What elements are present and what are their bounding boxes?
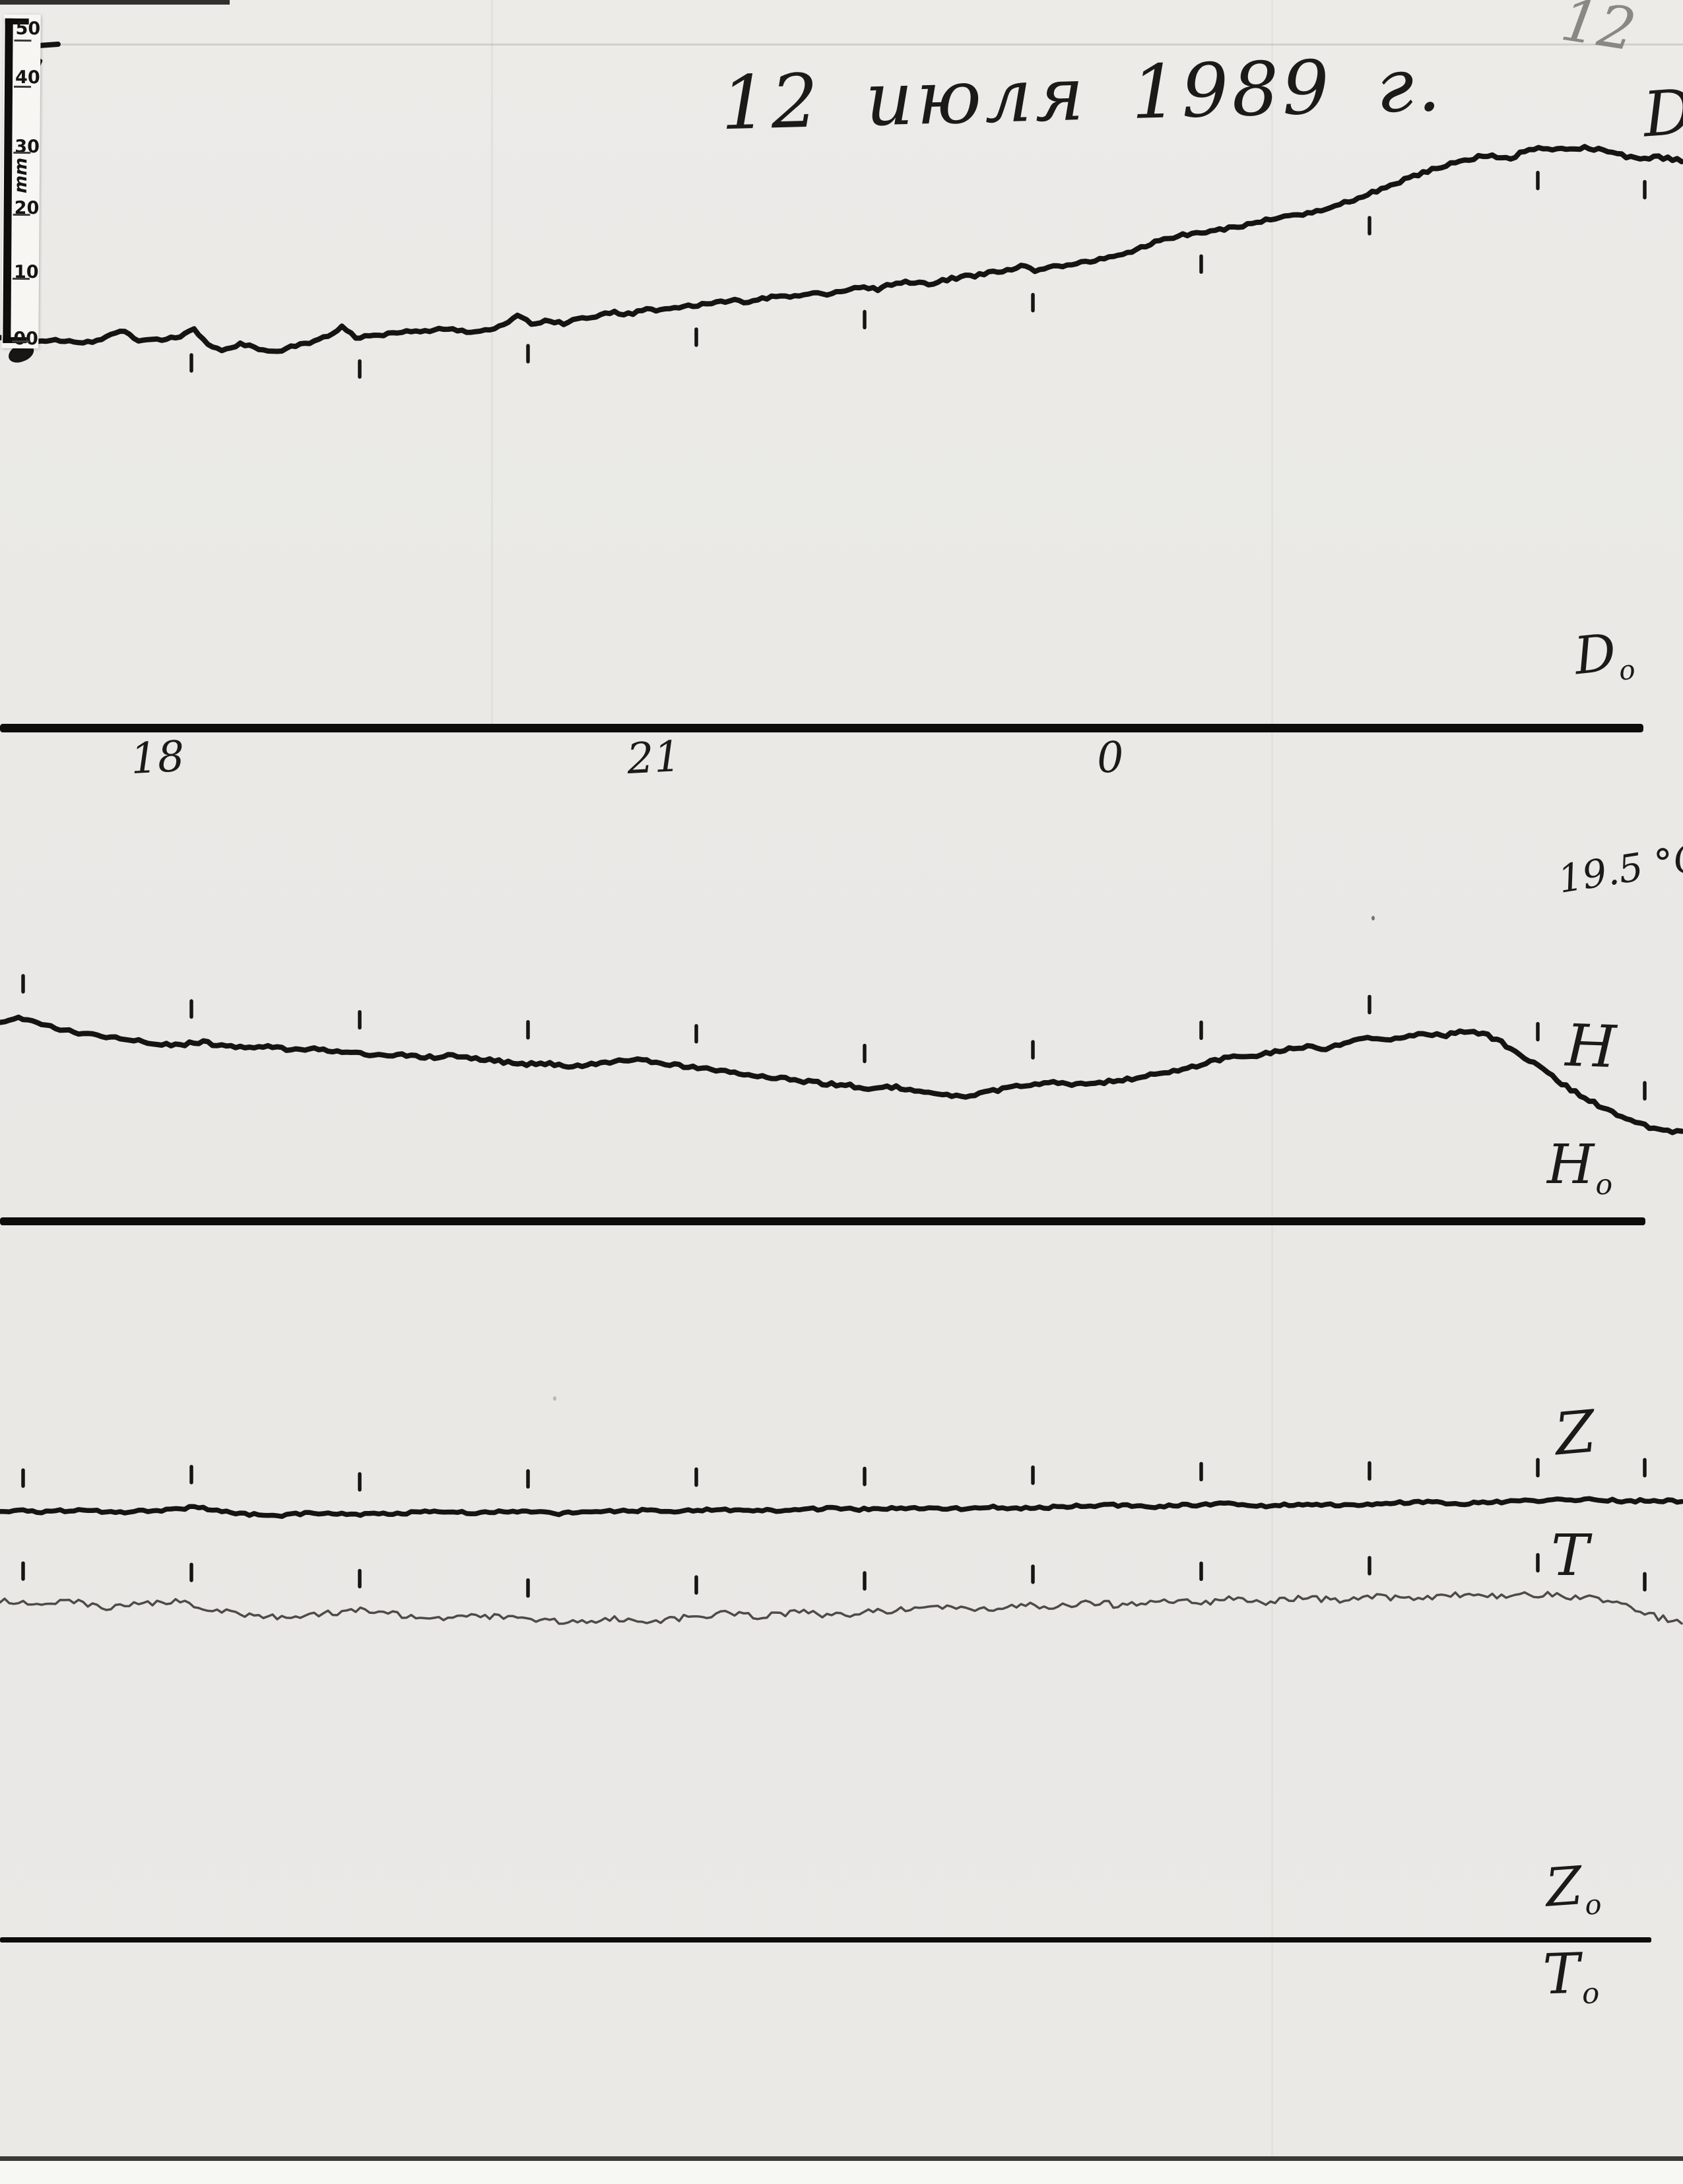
scanner-background-strip xyxy=(0,2161,1683,2184)
trace-z xyxy=(0,1496,1683,1520)
ruler-tick xyxy=(13,85,32,88)
trace-label-t0: To xyxy=(1542,1941,1600,2012)
trace-label-main: Z xyxy=(1543,1855,1585,1919)
trace-h xyxy=(0,1014,1683,1136)
trace-label-d0: Do xyxy=(1571,622,1637,691)
trace-label-main: T xyxy=(1542,1941,1581,2007)
trace-label-h: H xyxy=(1564,1012,1617,1081)
trace-label-z: Z xyxy=(1552,1397,1599,1469)
trace-label-h0: Ho xyxy=(1547,1134,1612,1202)
paper-bottom-edge xyxy=(0,2156,1683,2161)
trace-label-main: T xyxy=(1551,1523,1589,1589)
ruler-tick xyxy=(13,151,31,154)
dust-speck xyxy=(1371,916,1375,920)
baseline-H0 xyxy=(0,1217,1645,1225)
trace-label-main: H xyxy=(1564,1011,1618,1081)
trace-label-main: H xyxy=(1547,1134,1595,1196)
ruler-tick xyxy=(14,39,32,42)
time-axis-label-21: 21 xyxy=(626,732,682,785)
ruler-unit-label: mm xyxy=(11,157,32,194)
dust-speck xyxy=(553,1396,556,1401)
baseline-Z0_T0 xyxy=(0,1937,1651,1943)
ruler-scale-label: 50 xyxy=(15,18,41,40)
ruler-scale-label: 40 xyxy=(15,67,40,88)
trace-d xyxy=(0,144,1683,354)
trace-label-subscript: o xyxy=(1583,1887,1603,1921)
paper-faint-line xyxy=(38,44,1683,46)
ruler-tick xyxy=(12,340,30,343)
trace-label-subscript: o xyxy=(1595,1169,1613,1202)
trace-label-d: D xyxy=(1641,77,1683,152)
trace-label-subscript: o xyxy=(1617,653,1637,687)
time-axis-label-0: 0 xyxy=(1096,732,1125,784)
trace-label-main: Z xyxy=(1552,1397,1599,1469)
time-axis-label-18: 18 xyxy=(129,732,186,785)
page-number: 12 xyxy=(1556,0,1641,65)
ruler-tick xyxy=(12,277,30,280)
trace-t xyxy=(0,1591,1683,1625)
trace-label-main: D xyxy=(1641,76,1683,152)
baseline-D0 xyxy=(0,724,1643,732)
trace-label-subscript: o xyxy=(1581,1976,1600,2011)
trace-label-main: D xyxy=(1571,623,1619,687)
trace-label-t: T xyxy=(1551,1523,1589,1589)
mm-scale-ruler: mm 50 40 30 20 10 00 xyxy=(1,14,41,350)
trace-label-z0: Zo xyxy=(1544,1853,1602,1923)
ruler-scale-label: 00 xyxy=(13,328,39,350)
paper-top-edge xyxy=(0,0,230,5)
ruler-tick xyxy=(13,213,30,216)
